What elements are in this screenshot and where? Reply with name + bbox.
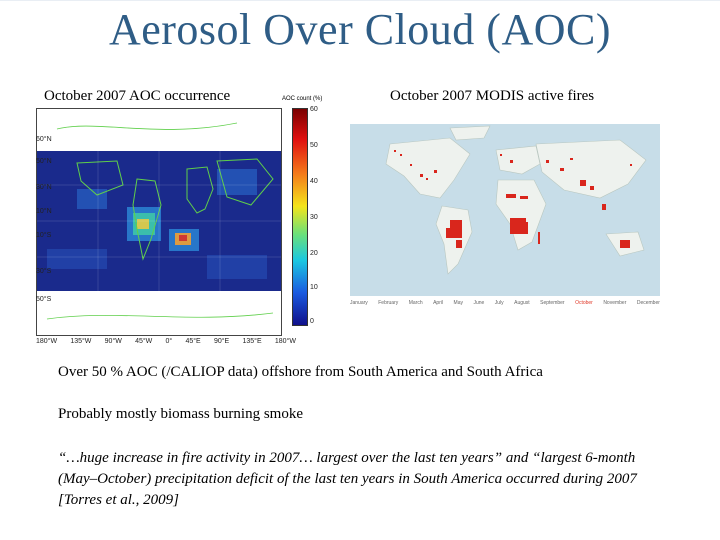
month-label[interactable]: January [350,300,368,306]
month-label[interactable]: September [540,300,565,306]
month-label-active[interactable]: October [575,300,593,306]
month-strip: January February March April May June Ju… [350,300,660,306]
coastlines [76,158,274,261]
lat-label: 30°S [36,268,52,275]
lon-axis: 180°W 135°W 90°W 45°W 0° 45°E 90°E 135°E… [36,338,296,345]
lon-label: 180°W [274,338,296,345]
colorbar-tick: 60 [310,106,318,113]
colorbar-title: AOC count (%) [282,96,323,102]
bullet-smoke: Probably mostly biomass burning smoke [58,406,303,422]
lon-label: 45°W [135,338,153,345]
month-label[interactable]: February [378,300,399,306]
month-label[interactable]: April [433,300,444,306]
month-label[interactable]: July [494,300,504,306]
lon-label: 0° [165,338,173,345]
continents [385,125,647,275]
lon-label: 45°E [185,338,201,345]
lat-label: 10°N [36,208,52,215]
month-label[interactable]: December [636,300,660,306]
lon-label: 180°W [36,338,58,345]
lon-label: 135°W [70,338,92,345]
world-map [385,125,647,275]
colorbar [292,108,308,326]
lat-label: 60°N [36,136,52,143]
month-label[interactable]: May [453,300,463,306]
modis-fires-figure: January February March April May June Ju… [350,96,662,328]
lat-label: 10°S [36,232,52,239]
aoc-caption: October 2007 AOC occurrence [44,88,231,105]
month-label[interactable]: March [408,300,423,306]
aoc-occurrence-figure: 60°N 50°N 30°N 10°N 10°S 30°S 50°S 180°W… [36,86,336,356]
aoc-heatmap [37,109,281,335]
slide-title: Aerosol Over Cloud (AOC) [108,5,612,54]
lon-label: 90°W [104,338,122,345]
bullet-aoc: Over 50 % AOC (/CALIOP data) offshore fr… [58,364,543,380]
colorbar-tick: 20 [310,250,318,257]
colorbar-tick: 40 [310,178,318,185]
aoc-map [36,108,282,336]
lat-label: 30°N [36,184,52,191]
month-label[interactable]: August [514,300,530,306]
lat-label: 50°S [36,296,52,303]
colorbar-tick: 50 [310,142,318,149]
month-label[interactable]: November [603,300,627,306]
fire-map [350,124,660,296]
colorbar-tick: 0 [310,318,314,325]
torres-quote: “…huge increase in fire activity in 2007… [58,450,637,508]
lon-label: 90°E [213,338,230,345]
fires-caption: October 2007 MODIS active fires [390,88,595,105]
background-stripe [0,0,720,1]
lat-label: 50°N [36,158,52,165]
month-label[interactable]: June [473,300,485,306]
fire-points [394,150,632,248]
colorbar-tick: 30 [310,214,318,221]
lon-label: 135°E [242,338,262,345]
colorbar-tick: 10 [310,284,318,291]
